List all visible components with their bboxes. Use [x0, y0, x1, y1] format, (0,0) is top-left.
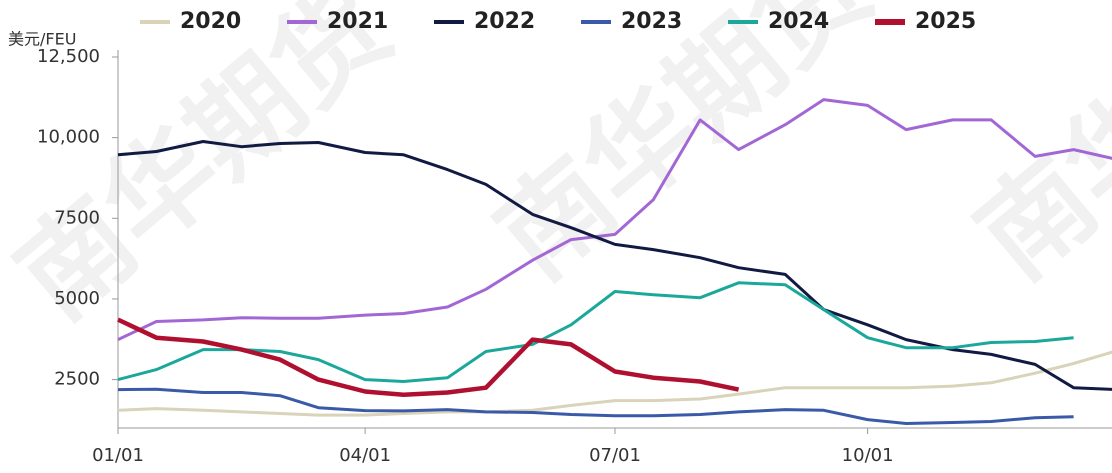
- legend-label: 2024: [768, 9, 829, 34]
- legend-label: 2025: [915, 9, 976, 34]
- y-tick-label: 5000: [54, 288, 100, 309]
- series-line: [117, 98, 1112, 341]
- x-tick-label: 01/01: [92, 445, 144, 466]
- series-line: [117, 140, 1112, 391]
- y-tick-label: 12,500: [37, 46, 100, 67]
- series-line: [117, 387, 1074, 425]
- series-line: [117, 350, 1112, 417]
- legend-label: 2023: [621, 9, 682, 34]
- y-tick-label: 7500: [54, 207, 100, 228]
- x-tick-label: 04/01: [339, 445, 391, 466]
- legend-label: 2020: [180, 9, 241, 34]
- y-tick-label: 2500: [54, 369, 100, 390]
- legend-label: 2022: [474, 9, 535, 34]
- x-tick-label: 07/01: [589, 445, 641, 466]
- y-axis-label: 美元/FEU: [8, 30, 76, 49]
- series-line: [117, 317, 740, 398]
- x-tick-label: 10/01: [842, 445, 894, 466]
- legend-label: 2021: [327, 9, 388, 34]
- y-tick-label: 10,000: [37, 127, 100, 148]
- series-line: [117, 281, 1074, 383]
